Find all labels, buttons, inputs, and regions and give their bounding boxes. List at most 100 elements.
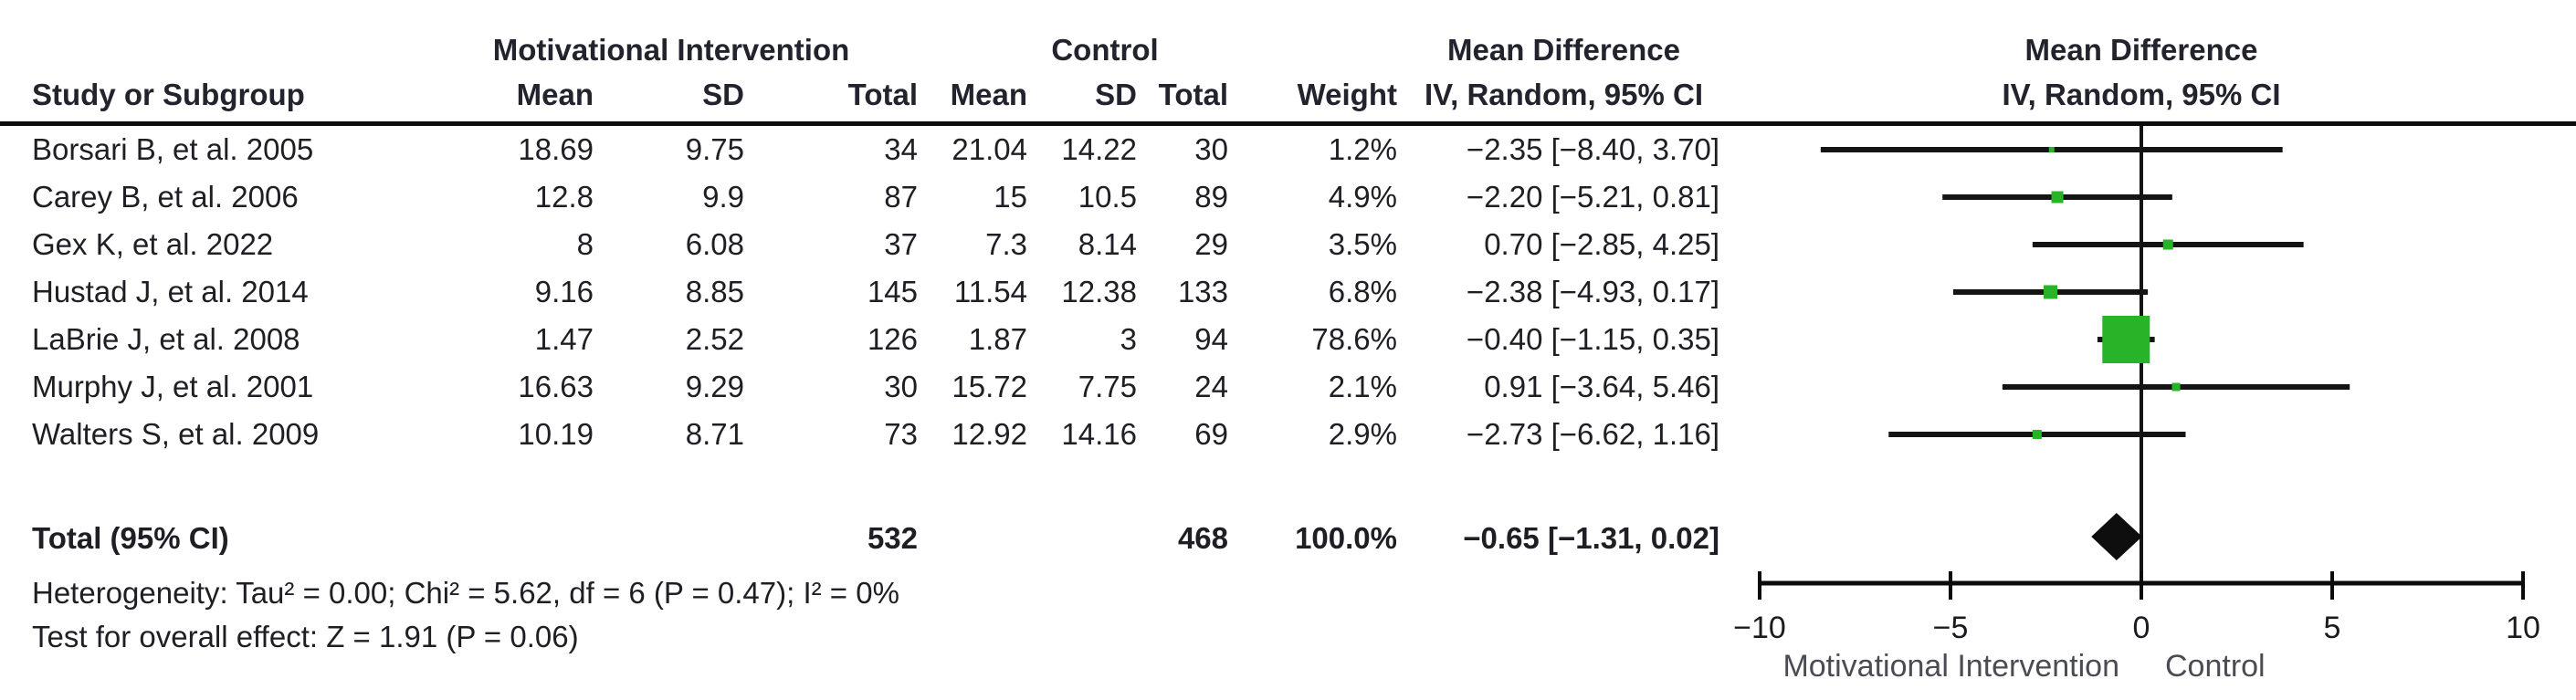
cell-c-total: 30 [1194, 132, 1228, 166]
study-row: Gex K, et al. 2022 8 6.08 37 7.3 8.14 29 3.5% 0.… [0, 221, 1730, 268]
cell-study-name: Gex K, et al. 2022 [32, 227, 274, 261]
total-label: Total (95% CI) [32, 521, 229, 555]
axis-footer-right: Control [2165, 649, 2266, 684]
column-header-row: Study or Subgroup Mean SD Total Mean SD … [0, 75, 1730, 115]
cell-c-sd: 14.16 [1061, 417, 1137, 451]
cell-mi-sd: 6.08 [685, 227, 744, 261]
cell-mi-mean: 12.8 [534, 180, 594, 214]
cell-c-mean: 7.3 [985, 227, 1027, 261]
cell-c-total: 133 [1177, 275, 1228, 308]
cell-weight: 1.2% [1328, 132, 1397, 166]
cell-mi-total: 126 [867, 322, 918, 356]
cell-ci-text: 0.70 [−2.85, 4.25] [1484, 227, 1719, 261]
cell-mi-total: 37 [884, 227, 918, 261]
cell-ci-text: −0.40 [−1.15, 0.35] [1466, 322, 1719, 356]
effect-marker [2032, 430, 2042, 439]
total-mi-total: 532 [867, 521, 918, 555]
cell-mi-total: 30 [884, 370, 918, 403]
study-row: Walters S, et al. 2009 10.19 8.71 73 12.92 14… [0, 411, 1730, 458]
cell-mi-total: 34 [884, 132, 918, 166]
total-diamond [2091, 513, 2142, 560]
col-header-mi-sd: SD [702, 78, 744, 111]
cell-mi-mean: 8 [576, 227, 594, 261]
tick-label: −10 [1733, 611, 1786, 645]
cell-mi-sd: 9.75 [685, 132, 744, 166]
tick-label: 0 [2133, 611, 2150, 645]
plot-subheader: IV, Random, 95% CI [2002, 78, 2281, 111]
total-row: Total (95% CI) 532 468 100.0% −0.65 [−1.… [0, 515, 1730, 562]
effect-marker [2102, 316, 2150, 363]
cell-c-mean: 15 [994, 180, 1027, 214]
cell-study-name: Murphy J, et al. 2001 [32, 370, 314, 403]
col-header-mi-total: Total [847, 78, 918, 111]
cell-weight: 3.5% [1328, 227, 1397, 261]
cell-weight: 2.9% [1328, 417, 1397, 451]
col-header-c-total: Total [1158, 78, 1228, 111]
col-header-ci: IV, Random, 95% CI [1424, 78, 1704, 111]
group-header-control: Control [1051, 33, 1159, 67]
heterogeneity-note: Heterogeneity: Tau² = 0.00; Chi² = 5.62,… [32, 576, 899, 610]
study-row: Borsari B, et al. 2005 18.69 9.75 34 21.04 14… [0, 126, 1730, 173]
cell-c-total: 94 [1194, 322, 1228, 356]
overall-effect-note: Test for overall effect: Z = 1.91 (P = 0… [32, 620, 579, 653]
cell-mi-sd: 8.85 [685, 275, 744, 308]
effect-marker [2171, 382, 2181, 392]
tick-label: 10 [2506, 611, 2540, 645]
cell-ci-text: −2.35 [−8.40, 3.70] [1466, 132, 1719, 166]
cell-c-sd: 3 [1120, 322, 1137, 356]
total-ci-text: −0.65 [−1.31, 0.02] [1463, 521, 1719, 555]
col-header-c-mean: Mean [950, 78, 1027, 111]
plot-header: Mean Difference [2024, 33, 2258, 67]
effect-marker [2044, 285, 2058, 299]
cell-mi-total: 87 [884, 180, 918, 214]
cell-ci-text: −2.38 [−4.93, 0.17] [1466, 275, 1719, 308]
axis-footer-left: Motivational Intervention [1782, 649, 2119, 684]
cell-mi-mean: 1.47 [534, 322, 594, 356]
header-divider [0, 121, 2576, 126]
cell-weight: 6.8% [1328, 275, 1397, 308]
cell-c-mean: 12.92 [952, 417, 1027, 451]
cell-ci-text: 0.91 [−3.64, 5.46] [1484, 370, 1719, 403]
cell-mi-sd: 9.9 [702, 180, 744, 214]
cell-mi-sd: 9.29 [685, 370, 744, 403]
cell-c-sd: 8.14 [1078, 227, 1137, 261]
cell-mi-mean: 18.69 [518, 132, 594, 166]
total-weight: 100.0% [1295, 521, 1397, 555]
col-header-mi-mean: Mean [516, 78, 594, 111]
study-row: LaBrie J, et al. 2008 1.47 2.52 126 1.87 3 94 7… [0, 316, 1730, 363]
cell-mi-mean: 16.63 [518, 370, 594, 403]
cell-c-mean: 11.54 [953, 275, 1027, 308]
cell-mi-total: 145 [867, 275, 918, 308]
col-header-study: Study or Subgroup [32, 78, 305, 111]
cell-weight: 78.6% [1311, 322, 1397, 356]
cell-c-sd: 12.38 [1061, 275, 1137, 308]
effect-marker [2048, 147, 2055, 152]
tick-label: −5 [1933, 611, 1969, 645]
cell-c-mean: 1.87 [968, 322, 1027, 356]
study-row: Hustad J, et al. 2014 9.16 8.85 145 11.54 12.… [0, 268, 1730, 316]
cell-c-total: 69 [1194, 417, 1228, 451]
study-row: Carey B, et al. 2006 12.8 9.9 87 15 10.5 89 4.9… [0, 173, 1730, 221]
study-row: Murphy J, et al. 2001 16.63 9.29 30 15.72 7.7… [0, 363, 1730, 411]
total-c-total: 468 [1177, 521, 1228, 555]
cell-weight: 2.1% [1328, 370, 1397, 403]
cell-mi-sd: 8.71 [685, 417, 744, 451]
cell-study-name: Walters S, et al. 2009 [32, 417, 320, 451]
cell-ci-text: −2.73 [−6.62, 1.16] [1466, 417, 1719, 451]
group-header-intervention: Motivational Intervention [492, 33, 850, 67]
cell-mi-sd: 2.52 [685, 322, 744, 356]
study-rows: Borsari B, et al. 2005 18.69 9.75 34 21.04 14… [0, 126, 1730, 458]
tick-label: 5 [2324, 611, 2341, 645]
effect-marker [2162, 239, 2173, 250]
cell-mi-total: 73 [884, 417, 918, 451]
cell-c-sd: 7.75 [1078, 370, 1137, 403]
cell-c-sd: 14.22 [1061, 132, 1137, 166]
col-header-weight: Weight [1297, 78, 1397, 111]
cell-mi-mean: 9.16 [534, 275, 594, 308]
cell-study-name: LaBrie J, et al. 2008 [32, 322, 300, 356]
cell-c-total: 29 [1194, 227, 1228, 261]
cell-c-mean: 15.72 [952, 370, 1027, 403]
effect-marker [2051, 191, 2064, 204]
